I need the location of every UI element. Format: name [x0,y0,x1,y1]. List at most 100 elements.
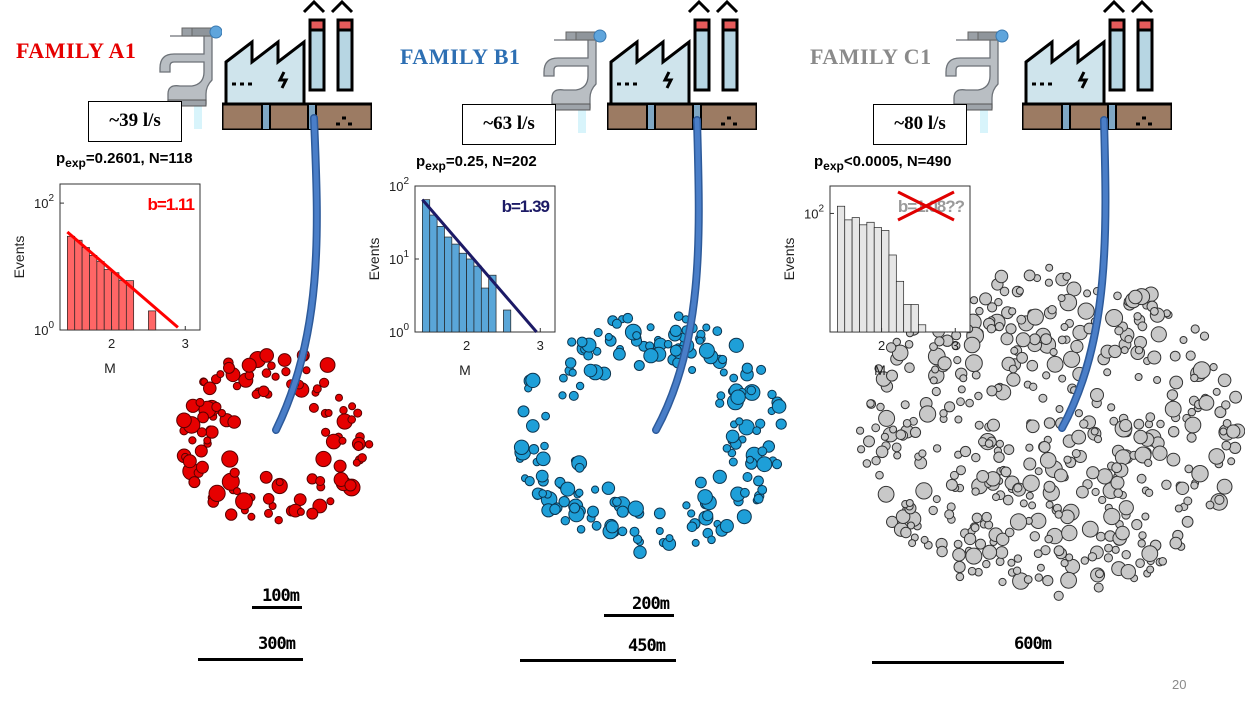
event-marker [540,441,549,451]
event-marker [953,356,962,365]
event-marker [889,425,898,434]
event-marker [866,399,875,408]
event-marker [182,454,197,469]
event-marker [686,521,698,533]
event-marker [740,487,750,498]
event-marker [271,372,280,381]
event-marker [1004,527,1015,538]
event-marker [669,324,682,337]
event-marker [939,409,948,418]
event-marker [558,391,567,400]
event-marker [1080,556,1090,565]
event-marker [863,435,875,448]
event-marker [984,439,994,448]
event-marker [195,397,205,407]
event-marker [971,512,983,524]
event-marker [963,336,981,354]
event-marker [1133,429,1148,445]
event-marker [975,306,984,316]
event-marker [1133,418,1145,430]
event-marker [729,373,739,383]
event-marker [188,476,201,489]
event-marker [591,520,602,531]
event-marker [982,559,991,569]
event-marker [986,324,997,334]
event-marker [1113,291,1122,301]
event-marker [965,398,974,408]
events-cluster-a1 [176,348,374,525]
faucet-icon [945,29,1009,133]
event-marker [756,364,767,375]
event-marker [528,444,540,455]
event-marker [1217,373,1232,388]
y-tick-exponent: 2 [403,176,409,187]
event-marker [1114,326,1124,336]
event-marker [536,451,551,467]
event-marker [267,361,276,371]
event-marker [605,520,619,534]
event-marker [1040,333,1053,345]
event-marker [952,548,966,562]
event-marker [575,488,584,498]
event-marker [1083,322,1096,335]
event-marker [702,323,711,332]
event-marker [643,348,659,364]
event-marker [319,357,336,373]
event-marker [1152,445,1168,461]
histogram-bar [881,230,890,333]
event-marker [967,566,977,576]
event-marker [663,339,673,349]
event-marker [1105,309,1124,327]
event-marker [742,472,753,482]
y-tick-exponent: 2 [48,193,54,204]
histogram-c1: 2 3 102 M Events b=1.08?? [781,185,971,378]
event-marker [681,315,690,324]
histogram-bar [837,205,846,333]
event-marker [695,336,704,345]
histogram-bar [81,247,90,331]
event-marker [932,495,941,504]
event-marker [1060,559,1069,568]
event-marker [1214,494,1225,505]
event-marker [353,408,363,418]
event-marker [535,469,549,483]
event-marker [665,534,674,543]
event-marker [1144,488,1154,498]
event-marker [613,347,626,361]
event-marker [1187,407,1196,417]
event-marker [259,348,274,363]
x-axis-label: M [459,362,471,378]
event-marker [1134,373,1143,381]
event-marker [203,381,217,396]
scale-label-b1-1: 200m [632,594,670,614]
event-marker [1065,553,1074,562]
event-marker [197,411,209,424]
event-marker [1131,519,1143,531]
events-cluster-b1 [513,311,787,559]
histogram-bar [96,261,105,331]
event-marker [333,459,347,473]
event-marker [712,469,727,484]
event-marker [1070,339,1084,354]
family-b1-pexp: pexp=0.25, N=202 [416,153,537,173]
event-marker [1169,350,1181,362]
event-marker [195,460,209,474]
event-marker [1150,326,1167,343]
event-marker [698,342,715,359]
y-tick-exponent: 2 [818,203,824,214]
event-marker [1209,363,1218,372]
event-marker [1054,468,1068,483]
event-marker [1016,314,1027,325]
y-tick-exponent: 0 [48,320,54,331]
event-marker [1023,269,1036,282]
event-marker [875,470,884,480]
event-marker [994,298,1003,307]
event-marker [293,493,307,507]
event-marker [735,417,744,426]
histogram-bar [866,221,875,333]
event-marker [203,436,212,445]
event-marker [1063,350,1081,368]
scale-bar-b1-2 [520,659,676,662]
event-marker [908,539,917,548]
family-b1-title: FAMILY B1 [400,44,521,69]
